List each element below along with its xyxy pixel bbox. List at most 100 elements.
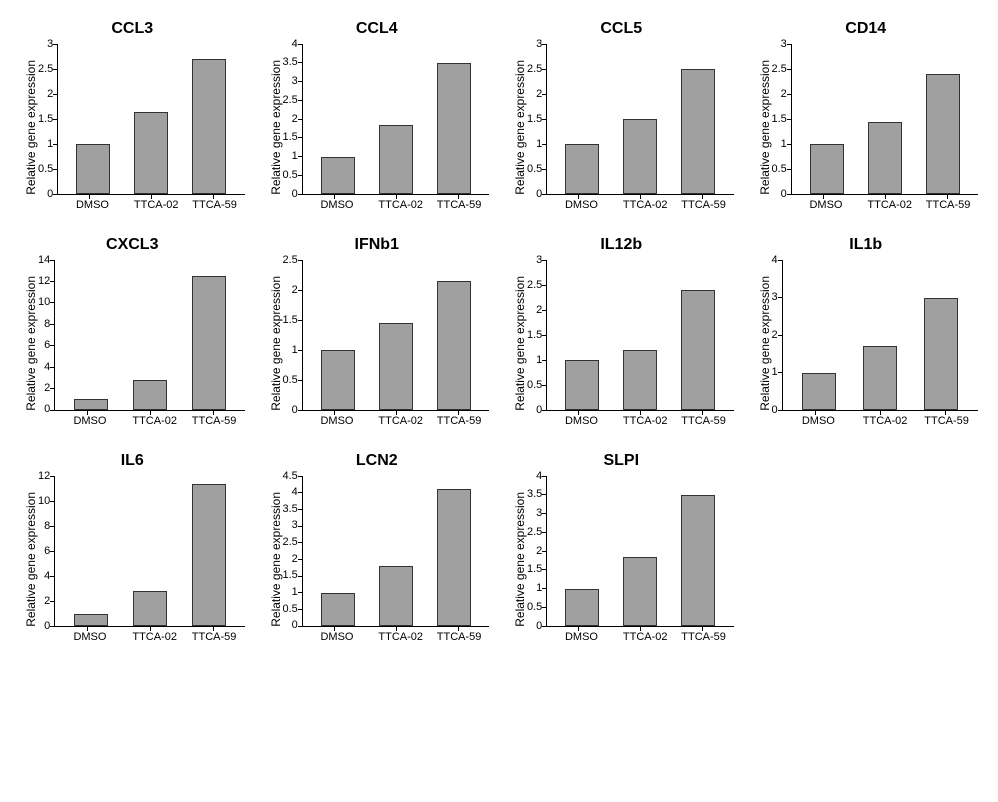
y-tick-mark <box>542 94 547 95</box>
chart-IL1b: IL1bRelative gene expression43210DMSOTTC… <box>754 236 979 427</box>
y-tick-mark <box>298 542 303 543</box>
y-tick-mark <box>542 476 547 477</box>
bar <box>437 63 471 194</box>
y-tick-mark <box>298 137 303 138</box>
y-tick-mark <box>298 380 303 381</box>
y-tick-mark <box>542 194 547 195</box>
x-labels: DMSOTTCA-02TTCA-59 <box>302 415 489 427</box>
bar <box>565 144 599 194</box>
y-tick-mark <box>778 260 783 261</box>
x-tick-label: TTCA-59 <box>192 415 226 427</box>
x-tick-label: TTCA-02 <box>863 415 897 427</box>
x-tick-label: DMSO <box>73 415 107 427</box>
chart-title: IL1b <box>754 236 979 254</box>
chart-title: SLPI <box>509 452 734 470</box>
x-tick-label: TTCA-59 <box>192 199 226 211</box>
y-tick-mark <box>53 44 58 45</box>
y-tick-mark <box>298 260 303 261</box>
x-labels: DMSOTTCA-02TTCA-59 <box>791 199 978 211</box>
bar <box>321 350 355 410</box>
bar <box>74 399 108 410</box>
x-tick-label: DMSO <box>809 199 843 211</box>
y-axis-label: Relative gene expression <box>509 492 527 627</box>
x-tick-label: DMSO <box>801 415 835 427</box>
x-tick-mark <box>578 410 579 415</box>
x-tick-label: TTCA-02 <box>378 631 412 643</box>
plot-area <box>546 476 733 627</box>
x-tick-mark <box>150 410 151 415</box>
y-tick-mark <box>778 297 783 298</box>
x-tick-label: DMSO <box>320 415 354 427</box>
chart-LCN2: LCN2Relative gene expression4.543.532.52… <box>265 452 490 643</box>
y-tick-mark <box>542 144 547 145</box>
y-tick-mark <box>787 144 792 145</box>
x-tick-label: TTCA-59 <box>681 415 715 427</box>
x-tick-mark <box>702 194 703 199</box>
y-tick-mark <box>298 626 303 627</box>
x-tick-mark <box>578 194 579 199</box>
y-tick-mark <box>298 290 303 291</box>
chart-title: CCL4 <box>265 20 490 38</box>
x-labels: DMSOTTCA-02TTCA-59 <box>54 415 244 427</box>
bar <box>74 614 108 627</box>
bar <box>321 157 355 195</box>
y-tick-mark <box>298 350 303 351</box>
x-tick-label: TTCA-02 <box>623 631 657 643</box>
y-tick-mark <box>50 501 55 502</box>
y-tick-mark <box>787 194 792 195</box>
x-tick-mark <box>213 626 214 631</box>
y-tick-mark <box>778 410 783 411</box>
y-tick-mark <box>787 94 792 95</box>
y-tick-mark <box>298 100 303 101</box>
x-tick-mark <box>578 626 579 631</box>
x-tick-mark <box>396 194 397 199</box>
x-tick-label: TTCA-59 <box>924 415 958 427</box>
y-tick-mark <box>542 285 547 286</box>
y-tick-mark <box>787 44 792 45</box>
bar <box>926 74 960 194</box>
y-tick-mark <box>787 119 792 120</box>
y-tick-mark <box>542 494 547 495</box>
bar <box>868 122 902 195</box>
chart-CD14: CD14Relative gene expression32.521.510.5… <box>754 20 979 211</box>
x-tick-mark <box>334 194 335 199</box>
chart-title: IL12b <box>509 236 734 254</box>
x-tick-label: DMSO <box>564 631 598 643</box>
chart-title: CCL3 <box>20 20 245 38</box>
bar <box>379 125 413 194</box>
x-tick-mark <box>702 626 703 631</box>
y-tick-mark <box>542 119 547 120</box>
bar <box>192 484 226 627</box>
x-tick-label: TTCA-59 <box>681 199 715 211</box>
plot-area <box>546 260 733 411</box>
x-tick-mark <box>213 410 214 415</box>
x-tick-label: DMSO <box>75 199 109 211</box>
bar <box>623 119 657 194</box>
x-tick-mark <box>396 626 397 631</box>
chart-IFNb1: IFNb1Relative gene expression2.521.510.5… <box>265 236 490 427</box>
x-tick-label: TTCA-02 <box>623 415 657 427</box>
chart-grid: CCL3Relative gene expression32.521.510.5… <box>20 20 978 643</box>
y-tick-mark <box>542 44 547 45</box>
y-tick-mark <box>50 576 55 577</box>
bar <box>565 589 599 627</box>
y-tick-mark <box>542 551 547 552</box>
y-axis-label: Relative gene expression <box>754 60 772 195</box>
x-tick-label: TTCA-59 <box>437 415 471 427</box>
x-tick-label: DMSO <box>564 415 598 427</box>
y-tick-mark <box>298 156 303 157</box>
bar <box>810 144 844 194</box>
y-axis-label: Relative gene expression <box>20 276 38 411</box>
y-tick-mark <box>298 559 303 560</box>
bar <box>681 495 715 626</box>
plot-area <box>791 44 978 195</box>
y-tick-mark <box>542 335 547 336</box>
y-tick-mark <box>53 169 58 170</box>
bar <box>379 566 413 626</box>
x-tick-mark <box>334 410 335 415</box>
x-labels: DMSOTTCA-02TTCA-59 <box>302 199 489 211</box>
chart-title: CD14 <box>754 20 979 38</box>
y-tick-mark <box>298 320 303 321</box>
bar <box>192 276 226 410</box>
y-axis-label: Relative gene expression <box>509 276 527 411</box>
